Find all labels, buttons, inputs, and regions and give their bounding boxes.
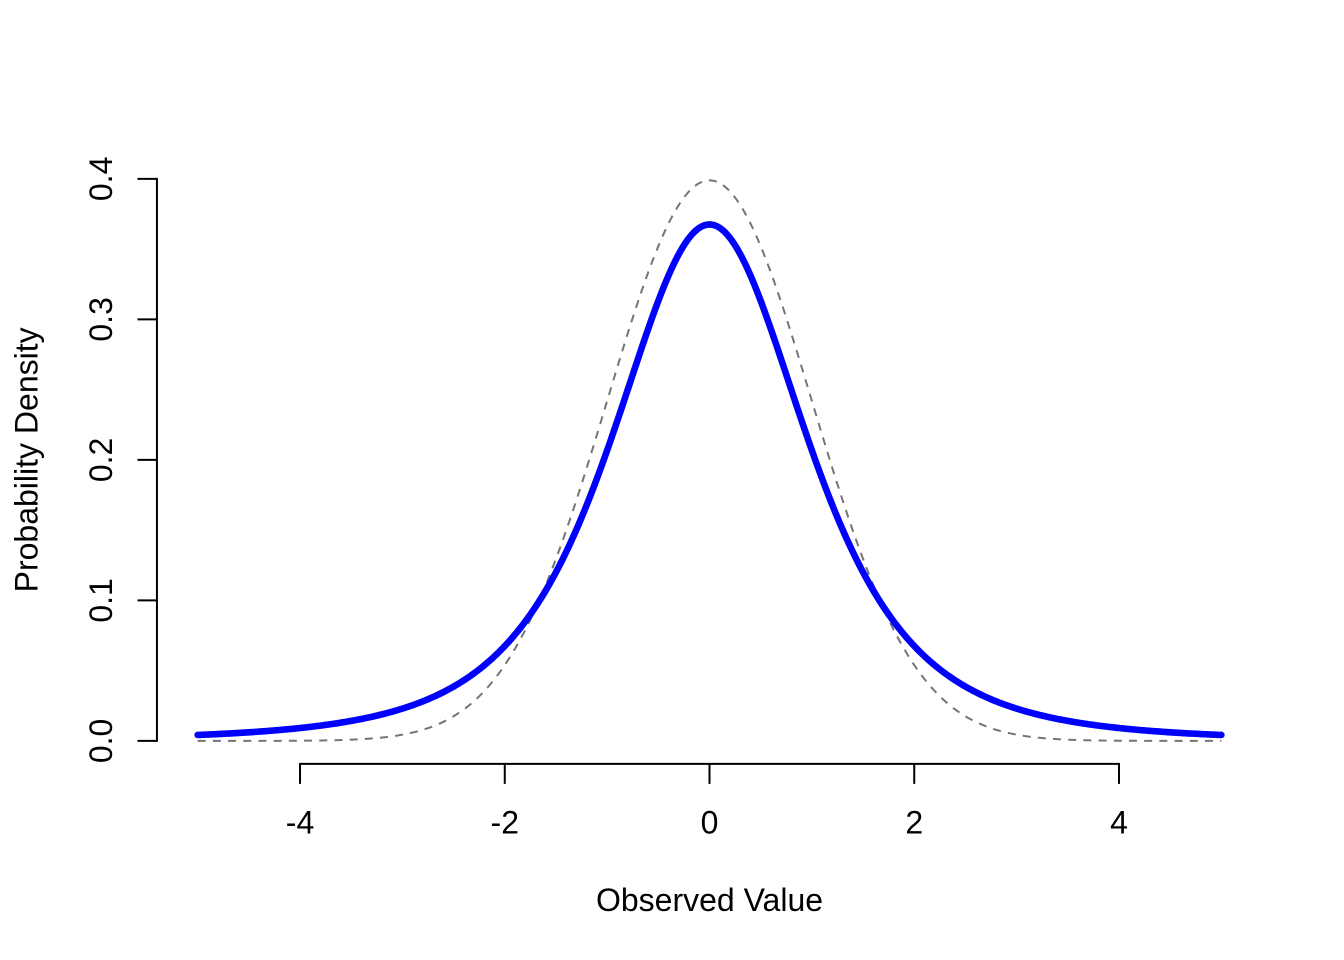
svg-text:Probability Density: Probability Density [9, 327, 45, 592]
svg-text:4: 4 [1110, 805, 1128, 841]
svg-text:-4: -4 [286, 805, 314, 841]
svg-text:-2: -2 [491, 805, 519, 841]
svg-text:Observed Value: Observed Value [596, 882, 823, 918]
svg-text:0: 0 [701, 805, 719, 841]
svg-text:0.0: 0.0 [83, 719, 119, 763]
svg-text:2: 2 [905, 805, 923, 841]
svg-text:0.3: 0.3 [83, 297, 119, 341]
svg-text:0.2: 0.2 [83, 438, 119, 482]
svg-text:0.4: 0.4 [83, 157, 119, 201]
svg-text:0.1: 0.1 [83, 578, 119, 622]
